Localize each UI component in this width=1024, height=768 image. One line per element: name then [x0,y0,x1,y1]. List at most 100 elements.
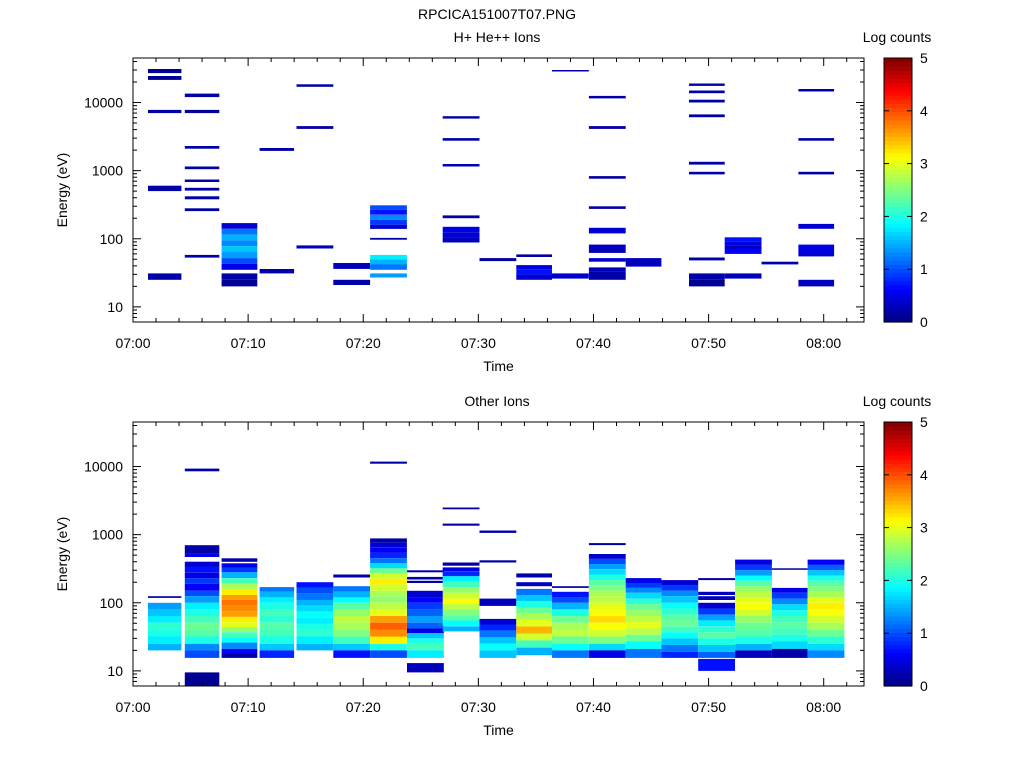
data-cell [296,605,334,612]
colorbar-step [884,293,912,298]
data-cell [516,274,552,280]
data-cell [296,582,334,588]
colorbar-step [884,529,912,534]
data-cell [370,563,407,569]
colorbar-step [884,430,912,435]
colorbar-step [884,492,912,497]
colorbar-frame [883,57,913,323]
data-cell [184,468,220,472]
data-cell [625,587,662,593]
x-tick-label: 07:30 [461,335,496,351]
data-cell [689,114,725,118]
colorbar-step [884,669,912,675]
data-cell [479,624,517,631]
x-tick-label: 08:00 [806,335,841,351]
colorbar-tick-label: 0 [920,678,928,694]
colorbar-step [884,644,912,650]
data-cell [735,580,772,587]
data-cell [442,598,480,605]
x-tick-label: 07:20 [346,335,381,351]
plot-frame [132,421,865,687]
data-cell [807,591,845,598]
data-cell [625,610,662,616]
data-cell [588,616,626,623]
data-cell [296,587,334,594]
data-cell [259,650,295,658]
data-cell [442,507,480,510]
colorbar-step [884,636,912,642]
data-cell [661,632,699,639]
data-cell [296,599,334,606]
data-cell [296,629,334,637]
data-cell [296,617,334,624]
y-tick-label: 1000 [92,163,123,179]
colorbar-step [884,533,912,539]
colorbar-step [884,661,912,666]
colorbar-step [884,169,912,175]
data-cell [370,264,407,270]
data-cell [442,523,480,526]
data-cell [148,636,182,644]
data-cell [698,591,735,595]
data-cell [184,650,220,658]
colorbar-step [884,566,912,572]
colorbar-step [884,247,912,253]
colorbar-step [884,111,912,117]
data-cell [516,607,552,614]
colorbar-step [884,194,912,199]
data-cell [148,622,182,630]
data-cell [184,545,220,554]
colorbar-step [884,309,912,315]
colorbar-step [884,198,912,203]
colorbar-tick-label: 2 [920,208,928,224]
data-cell [735,591,772,598]
data-cell [148,609,182,616]
colorbar-step [884,459,912,464]
colorbar-step [884,516,912,522]
data-cell [552,650,589,658]
x-tick-label: 07:10 [231,335,266,351]
colorbar-step [884,119,912,125]
data-cell [221,622,258,627]
data-cell [370,650,407,658]
data-cell [588,543,626,546]
data-cell [588,176,626,179]
colorbar-step [884,541,912,547]
colorbar-step [884,157,912,162]
data-cell [798,171,835,175]
data-cell [184,553,220,557]
data-cell [516,269,552,275]
colorbar-step [884,227,912,232]
x-tick-label: 07:50 [691,699,726,715]
data-cell [184,629,220,637]
data-cell [661,590,699,597]
colorbar-step [884,91,912,96]
colorbar-step [884,128,912,133]
colorbar-step [884,95,912,100]
data-cell [625,592,662,599]
data-cell [798,244,835,252]
data-cell [724,245,762,249]
data-cell [370,596,407,603]
data-cell [333,602,371,610]
y-axis-label: Energy (eV) [54,153,70,228]
data-cell [552,622,589,630]
y-axis-label: Energy (eV) [54,517,70,592]
data-cell [661,651,699,658]
data-cell [259,587,295,592]
panel-2: 07:00 07:10 07:20 07:30 07:40 07:50 08:0010100… [54,393,931,738]
data-cell [771,634,808,642]
colorbar-step [884,504,912,510]
data-cell [221,558,258,562]
data-cell [370,224,407,229]
data-cell [625,648,662,658]
data-cell [221,611,258,617]
data-cell [516,601,552,608]
colorbar-step [884,148,912,154]
data-cell [184,254,220,258]
data-cell [370,584,407,591]
data-cell [333,574,371,578]
colorbar-tick-label: 4 [920,467,928,483]
data-cell [698,602,735,609]
colorbar-step [884,276,912,282]
